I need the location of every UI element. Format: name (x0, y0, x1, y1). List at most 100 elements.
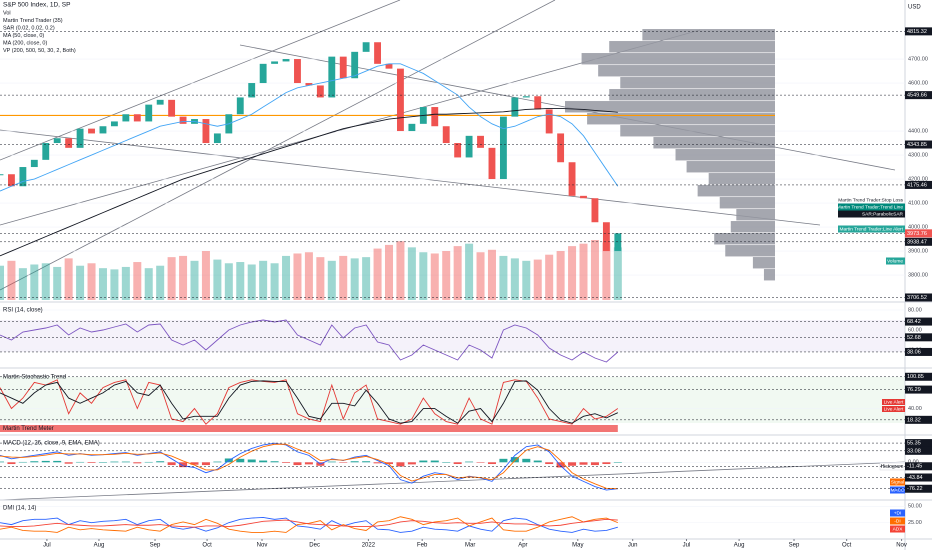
volume-bar (0, 265, 5, 300)
histogram-bar (41, 460, 50, 463)
candle (294, 59, 301, 84)
histogram-bar (545, 462, 554, 465)
level-box (905, 140, 932, 149)
level-label: 3973.76 (907, 231, 927, 237)
volume-bar (579, 243, 588, 300)
histogram-bar (533, 460, 542, 463)
volume-bar (316, 257, 325, 300)
histogram-bar (53, 460, 62, 463)
candle (477, 135, 484, 148)
y-tick-label: 25.00 (908, 520, 922, 526)
level-box (905, 347, 932, 356)
y-tick-label: 4700.00 (908, 56, 928, 62)
candle (431, 107, 439, 127)
volume-profile-bar (708, 173, 775, 185)
volume-bar (87, 263, 96, 300)
volume-bar (568, 246, 577, 300)
candle (0, 174, 4, 176)
volume-bar (30, 264, 39, 300)
volume-bar (133, 262, 142, 300)
candle (202, 119, 210, 144)
histogram-bar (156, 461, 165, 463)
level-label: 55.35 (907, 441, 921, 447)
y-tick-label: 4100.00 (908, 200, 928, 206)
level-label: 33.08 (907, 448, 921, 454)
candle (385, 63, 393, 69)
candle (339, 56, 347, 79)
x-tick-label: Dec (309, 543, 320, 549)
candle (374, 42, 381, 64)
level-box (905, 372, 932, 381)
histogram-bar (568, 462, 577, 466)
histogram-bar (282, 462, 291, 463)
candle (42, 143, 50, 160)
volume-bar (282, 255, 291, 300)
series-line (0, 63, 619, 192)
histogram-bar (133, 462, 142, 464)
y-tick-label: 40.00 (908, 406, 922, 412)
histogram-bar (179, 462, 188, 468)
candle (465, 135, 473, 158)
histogram-bar (407, 462, 416, 465)
volume-bar (76, 265, 85, 300)
candle (168, 99, 176, 117)
level-label: -11.45 (907, 464, 922, 470)
histogram-bar (76, 461, 85, 463)
alert-box (882, 399, 905, 405)
volume-bar (64, 258, 73, 300)
legend-entry: -DI (894, 518, 900, 524)
volume-bar (179, 255, 188, 300)
candle (30, 159, 38, 168)
x-tick-label: Aug (734, 543, 745, 549)
annotation: Martin Trend Trader:Line Alert (840, 226, 904, 232)
histogram-bar (30, 461, 39, 463)
histogram-bar (476, 462, 485, 463)
legend-box (890, 486, 905, 494)
volume-bar (7, 260, 16, 300)
annotation-box (886, 257, 905, 265)
candle (454, 143, 462, 158)
x-tick-label: Jun (628, 543, 638, 549)
volume-bar (190, 260, 199, 300)
pane-title: Martin Stochastic Trend (3, 375, 66, 381)
histogram-bar (430, 460, 439, 463)
legend-box (890, 517, 905, 525)
histogram-bar (7, 462, 16, 465)
stoch-background (0, 377, 905, 423)
level-box (905, 91, 932, 100)
x-tick-label: Oct (842, 543, 852, 549)
y-tick-label: 60.00 (908, 327, 922, 333)
level-label: 3706.52 (907, 295, 927, 301)
volume-profile-bar (587, 113, 775, 125)
volume-bar (293, 253, 302, 300)
histogram-bar (373, 462, 382, 464)
trend-line (0, 0, 401, 161)
volume-bar (41, 263, 50, 300)
candle (259, 63, 267, 84)
histogram-bar (236, 458, 245, 463)
histogram-bar (487, 462, 496, 465)
y-tick-label: 50.00 (908, 504, 922, 510)
candle (133, 114, 141, 122)
level-box (905, 229, 932, 238)
histogram-bar (556, 462, 565, 468)
volume-profile-bar (730, 221, 775, 233)
indicator-legend: VP (200, 500, 50, 30, 2, Both) (3, 48, 76, 54)
level-label: 4815.32 (907, 29, 927, 35)
histogram-bar (362, 461, 371, 463)
annotation-box (838, 203, 905, 211)
pane-title: RSI (14, close) (3, 308, 43, 314)
level-box (905, 462, 932, 471)
histogram-bar (110, 461, 119, 463)
histogram-bar (87, 462, 96, 463)
volume-bar (213, 259, 222, 300)
volume-profile-bar (565, 101, 775, 113)
legend-box (890, 509, 905, 517)
volume-profile-bar (609, 41, 775, 53)
histogram-bar (304, 462, 313, 465)
histogram-bar (465, 461, 474, 463)
level-box (905, 473, 932, 482)
x-tick-label: Jul (683, 543, 691, 549)
y-tick-label: 4400.00 (908, 128, 928, 134)
series-line (0, 443, 618, 490)
